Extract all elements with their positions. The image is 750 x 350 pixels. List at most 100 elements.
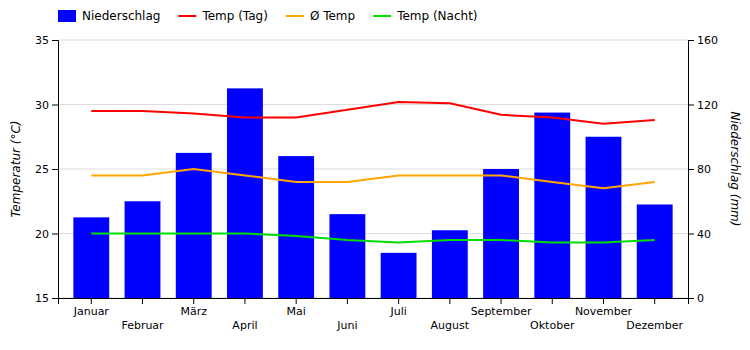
tick-label: Juni [336, 319, 357, 332]
tick-label: 120 [697, 99, 718, 112]
tick: 160 [688, 34, 718, 47]
tick: 35 [35, 34, 58, 47]
tick-mark [52, 298, 58, 299]
tick: März [180, 298, 207, 318]
bar [637, 204, 673, 298]
y-axis-title: Temperatur (°C) [9, 120, 23, 217]
tick-label: 25 [35, 163, 49, 176]
tick-mark [449, 298, 450, 304]
legend: Niederschlag Temp (Tag) Ø Temp Temp (Nacht) [58, 9, 478, 23]
legend-label: Niederschlag [82, 9, 160, 23]
tick-mark [654, 298, 655, 304]
tick-mark [688, 234, 694, 235]
tick-mark [688, 105, 694, 106]
tick: November [575, 298, 633, 318]
grid-line [58, 40, 688, 41]
axis-line [59, 299, 689, 305]
tick-mark [603, 298, 604, 304]
tick-label: 40 [697, 228, 711, 241]
legend-swatch [373, 15, 391, 17]
legend-item: Niederschlag [58, 9, 160, 23]
tick: Mai [287, 298, 306, 318]
tick: Juli [389, 298, 406, 318]
legend-label: Temp (Nacht) [396, 9, 477, 23]
tick-mark [244, 298, 245, 304]
bar-series [73, 88, 672, 298]
tick: 20 [35, 228, 58, 241]
tick: Oktober [530, 298, 575, 332]
bar [73, 217, 109, 298]
tick-label: Januar [73, 305, 110, 318]
tick: August [431, 298, 470, 332]
bar [534, 113, 570, 298]
tick-label: Februar [121, 319, 164, 332]
y-axis: 15 20 25 30 35 [35, 34, 59, 305]
tick-label: August [431, 319, 470, 332]
tick-label: 30 [35, 99, 49, 112]
tick-label: 15 [35, 292, 49, 305]
tick-label: Juli [389, 305, 406, 318]
legend-item: Temp (Tag) [178, 9, 267, 23]
tick-label: November [575, 305, 633, 318]
axis-line [689, 41, 695, 299]
line [91, 234, 654, 243]
axis-line [52, 41, 59, 299]
legend-label: Ø Temp [310, 9, 355, 23]
tick-label: März [180, 305, 207, 318]
tick: April [232, 298, 257, 332]
tick: Februar [121, 298, 164, 332]
tick: 120 [688, 99, 718, 112]
tick: September [471, 298, 532, 318]
bar [329, 214, 365, 298]
legend-swatch [58, 10, 76, 22]
tick-mark [398, 298, 399, 304]
tick-label: September [471, 305, 532, 318]
tick-mark [52, 169, 58, 170]
tick: 80 [688, 163, 711, 176]
bar [125, 201, 161, 298]
tick: 30 [35, 99, 58, 112]
tick-label: 20 [35, 228, 49, 241]
bar [176, 153, 212, 298]
tick: Januar [73, 298, 110, 318]
tick-mark [347, 298, 348, 304]
tick-label: 35 [35, 34, 49, 47]
tick-mark [52, 234, 58, 235]
bar [381, 253, 417, 298]
tick-mark [296, 298, 297, 304]
tick-mark [52, 40, 58, 41]
tick-label: Oktober [530, 319, 575, 332]
legend-item: Temp (Nacht) [373, 9, 477, 23]
x-axis: Januar Februar März April Mai Juni Juli AugustS… [59, 298, 689, 332]
legend-swatch [178, 15, 196, 17]
tick-mark [688, 40, 694, 41]
tick: Dezember [626, 298, 683, 332]
legend-item: Ø Temp [286, 9, 355, 23]
tick-label: 80 [697, 163, 711, 176]
bar [483, 169, 519, 298]
tick-label: April [232, 319, 257, 332]
legend-label: Temp (Tag) [201, 9, 267, 23]
tick-mark [91, 298, 92, 304]
tick-mark [552, 298, 553, 304]
tick-label: 0 [697, 292, 704, 305]
bar [278, 156, 314, 298]
line [91, 169, 654, 188]
tick: 25 [35, 163, 58, 176]
grid [58, 40, 688, 298]
tick-label: Mai [287, 305, 306, 318]
bar [227, 88, 263, 298]
legend-swatch [286, 15, 304, 17]
tick-mark [193, 298, 194, 304]
y2-axis-title: Niederschlag (mm) [728, 112, 742, 227]
tick-mark [52, 105, 58, 106]
tick-mark [501, 298, 502, 304]
tick-label: 160 [697, 34, 718, 47]
tick: 15 [35, 292, 58, 305]
tick-mark [688, 169, 694, 170]
plot: 15 20 25 30 35 0 40 80 120 160 Januar Februar März Ap… [35, 34, 718, 332]
chart: 15 20 25 30 35 0 40 80 120 160 Januar Februar März Ap… [0, 0, 750, 350]
tick: Juni [336, 298, 357, 332]
bar [586, 137, 622, 298]
marks [73, 88, 672, 298]
